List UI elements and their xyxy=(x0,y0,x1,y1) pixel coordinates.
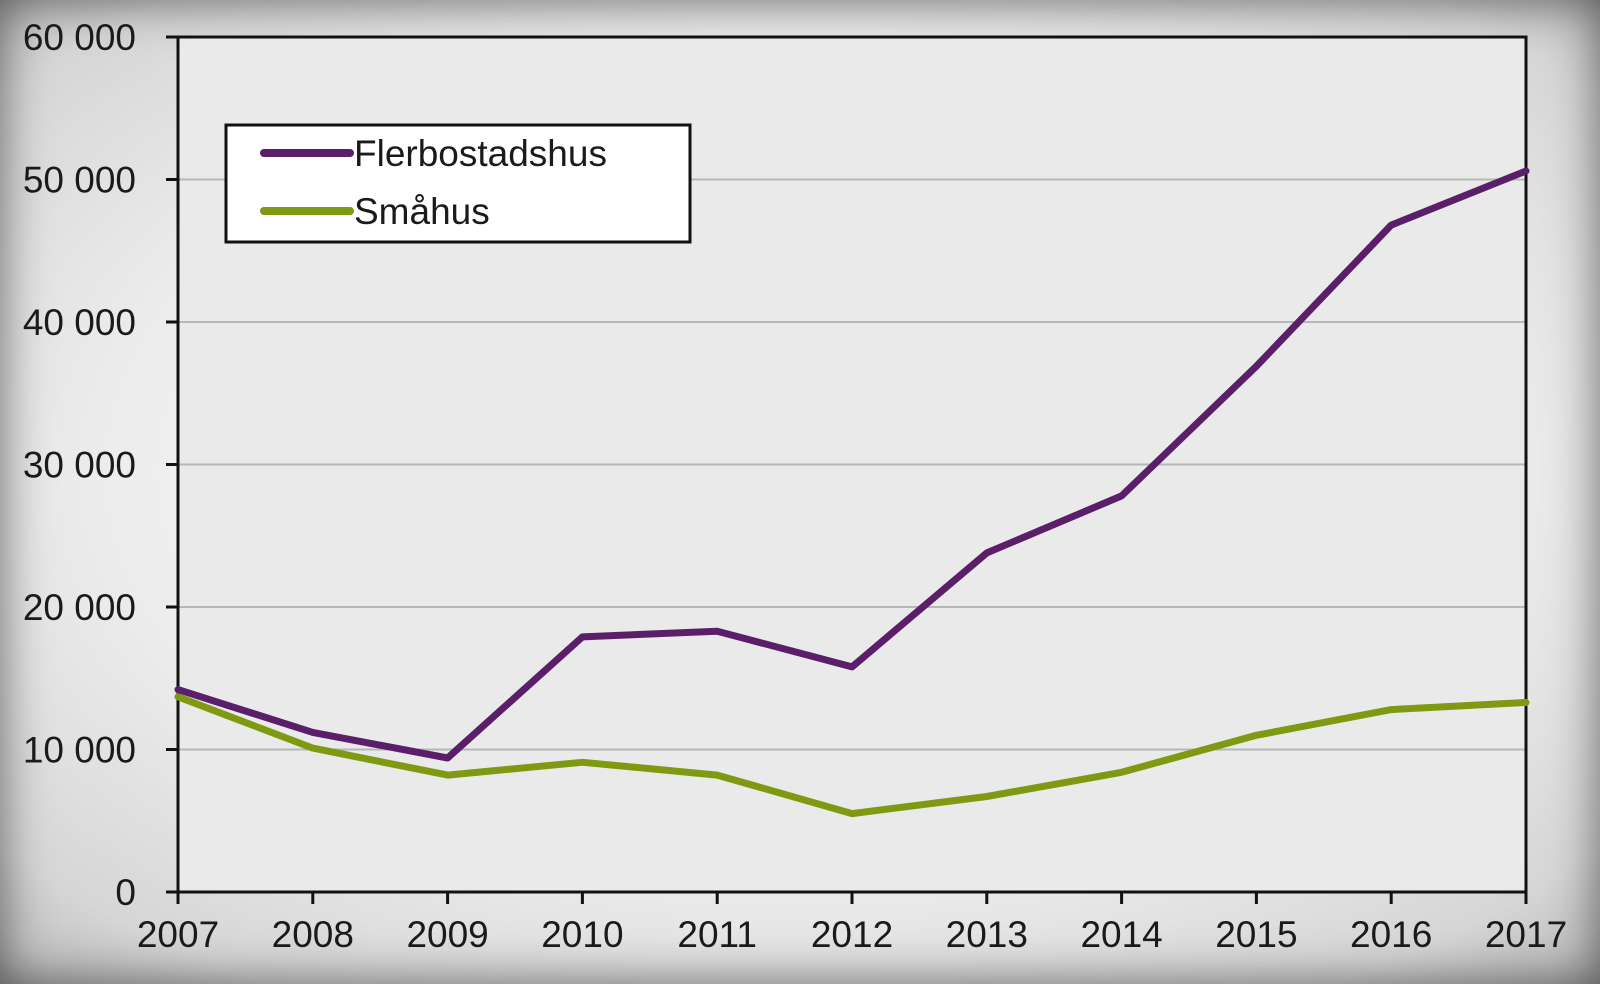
x-tick-label: 2013 xyxy=(946,914,1028,955)
x-tick-label: 2017 xyxy=(1485,914,1567,955)
legend-box xyxy=(224,123,692,244)
axes xyxy=(166,35,1528,904)
x-tick-label: 2009 xyxy=(406,914,488,955)
y-tick-label: 30 000 xyxy=(23,445,136,486)
legend-label: Småhus xyxy=(354,191,490,232)
x-tick-label: 2014 xyxy=(1080,914,1162,955)
series-line-sm-hus xyxy=(174,693,1530,818)
y-tick-label: 10 000 xyxy=(23,730,136,771)
x-tick-label: 2008 xyxy=(272,914,354,955)
y-tick-label: 0 xyxy=(115,872,136,913)
x-tick-label: 2012 xyxy=(811,914,893,955)
series-line-flerbostadshus xyxy=(174,167,1530,762)
y-tick-label: 60 000 xyxy=(23,17,136,58)
x-tick-label: 2016 xyxy=(1350,914,1432,955)
x-tick-label: 2011 xyxy=(677,914,757,955)
y-tick-labels: 0 10 000 20 000 30 000 40 000 50 000 60 000 xyxy=(23,17,136,913)
legend: Flerbostadshus Småhus xyxy=(224,123,692,244)
x-tick-label: 2010 xyxy=(541,914,623,955)
x-tick-label: 2015 xyxy=(1215,914,1297,955)
y-tick-label: 40 000 xyxy=(23,302,136,343)
series-lines xyxy=(174,167,1530,818)
y-tick-label: 50 000 xyxy=(23,160,136,201)
legend-label: Flerbostadshus xyxy=(354,133,607,174)
x-tick-label: 2007 xyxy=(137,914,219,955)
y-tick-label: 20 000 xyxy=(23,587,136,628)
x-tick-labels: 2007 2008 2009 2010 2011 2012 2013 2014 2015 2016… xyxy=(137,914,1567,955)
